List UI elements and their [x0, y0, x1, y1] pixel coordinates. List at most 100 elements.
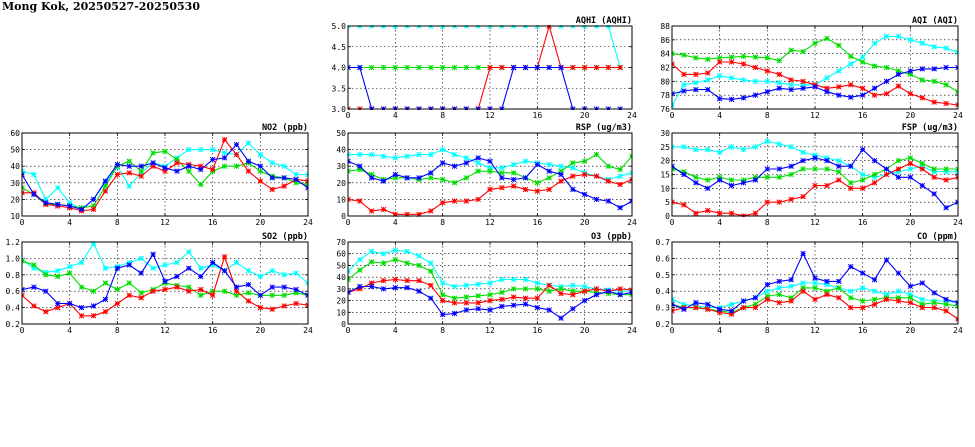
- data-point: [800, 285, 806, 291]
- x-tick-label: 8: [440, 326, 445, 335]
- chart-panel-4: FSP (ug/m3) 0 4 8 12 16 20 24 0 5 10 15 20 25 30: [660, 123, 963, 227]
- data-point: [716, 177, 723, 183]
- data-point: [907, 68, 914, 74]
- data-point: [499, 289, 505, 296]
- data-point: [752, 301, 759, 308]
- data-point: [704, 56, 711, 62]
- data-point: [522, 158, 529, 164]
- data-point: [102, 265, 109, 271]
- data-point: [800, 166, 806, 172]
- data-point: [895, 33, 902, 40]
- data-point: [114, 171, 121, 178]
- data-point: [617, 291, 623, 298]
- data-point: [907, 155, 914, 161]
- chart-panel-0: AQHI (AQHI) 0 4 8 12 16 20 24 3.0 3.5 4.0 4.5 5.0: [332, 16, 637, 120]
- chart-title: CO (ppm): [917, 232, 958, 242]
- data-point: [788, 171, 794, 178]
- data-point: [475, 64, 481, 71]
- data-point: [859, 298, 866, 304]
- data-point: [357, 256, 363, 263]
- data-point: [197, 286, 204, 293]
- x-tick-label: 4: [717, 218, 722, 227]
- data-point: [293, 270, 299, 276]
- data-point: [704, 177, 711, 183]
- chart-panel-7: CO (ppm) 0 4 8 12 16 20 24 0.2 0.3 0.4 0.5 0.6 0.7: [656, 232, 963, 335]
- data-point: [281, 183, 287, 189]
- data-point: [138, 255, 144, 262]
- data-point: [581, 64, 588, 71]
- data-point: [416, 262, 422, 269]
- data-point: [162, 148, 168, 155]
- x-tick-label: 12: [810, 111, 820, 120]
- data-point: [428, 64, 434, 71]
- data-point: [859, 92, 866, 98]
- data-point: [716, 174, 723, 181]
- data-point: [740, 180, 747, 186]
- x-tick-label: 0: [670, 218, 675, 227]
- data-point: [404, 277, 410, 284]
- plot-frame: [21, 132, 309, 217]
- data-point: [233, 163, 240, 169]
- data-point: [209, 156, 216, 163]
- data-point: [43, 196, 49, 203]
- y-tick-label: 0.4: [6, 304, 21, 313]
- data-point: [617, 181, 623, 188]
- data-point: [895, 295, 902, 301]
- data-point: [54, 300, 61, 307]
- data-point: [824, 157, 830, 164]
- data-point: [392, 175, 399, 181]
- data-point: [800, 149, 806, 156]
- data-point: [800, 250, 806, 257]
- data-point: [522, 186, 529, 193]
- data-point: [522, 301, 529, 307]
- data-point: [293, 171, 299, 178]
- data-point: [90, 196, 97, 203]
- data-point: [788, 144, 794, 150]
- data-point: [693, 210, 699, 216]
- data-point: [919, 301, 926, 308]
- data-point: [404, 248, 410, 255]
- data-point: [704, 70, 711, 76]
- data-point: [847, 94, 854, 100]
- data-point: [907, 283, 914, 290]
- data-point: [776, 166, 783, 172]
- data-point: [114, 161, 121, 168]
- data-point: [357, 64, 363, 71]
- chart-panel-2: NO2 (ppb) 0 4 8 12 16 20 24 10 20 30 40 50 60: [10, 123, 313, 227]
- data-point: [487, 165, 493, 171]
- data-point: [871, 40, 878, 47]
- data-point: [931, 99, 937, 105]
- data-point: [534, 304, 541, 311]
- data-point: [534, 188, 541, 194]
- data-point: [728, 311, 735, 317]
- data-point: [943, 45, 949, 51]
- data-point: [54, 304, 61, 311]
- y-tick-label: 30: [336, 285, 346, 294]
- data-point: [499, 170, 505, 176]
- x-tick-label: 8: [765, 111, 770, 120]
- data-point: [931, 304, 937, 311]
- data-point: [693, 55, 699, 61]
- data-point: [871, 296, 878, 303]
- data-point: [931, 78, 937, 85]
- data-point: [558, 64, 564, 71]
- data-point: [404, 260, 410, 266]
- data-point: [368, 151, 375, 158]
- data-point: [740, 146, 747, 153]
- data-point: [570, 160, 576, 166]
- data-point: [907, 174, 914, 181]
- data-point: [764, 55, 771, 61]
- data-point: [617, 286, 623, 292]
- data-point: [740, 61, 747, 67]
- chart-title: O3 (ppb): [591, 232, 632, 242]
- data-point: [439, 311, 446, 318]
- data-point: [895, 174, 902, 181]
- data-point: [138, 163, 144, 169]
- x-tick-label: 16: [533, 326, 543, 335]
- data-point: [451, 283, 458, 290]
- y-tick-label: 30: [10, 179, 20, 188]
- data-point: [764, 138, 771, 145]
- data-point: [510, 302, 517, 309]
- y-tick-label: 10: [336, 308, 346, 317]
